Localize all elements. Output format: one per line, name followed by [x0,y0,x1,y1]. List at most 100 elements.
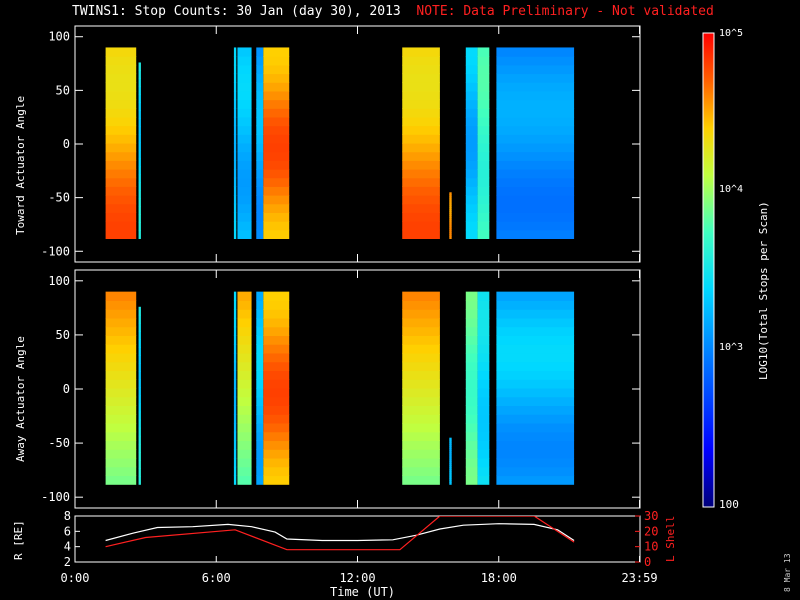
away-heat-cell [138,476,141,485]
away-heat-cell [138,379,141,389]
away-heat-cell [477,405,490,415]
away-heat-cell [477,414,490,424]
toward-heat-cell [237,64,252,75]
toward-ytick-label: 100 [48,30,70,44]
toward-heat-cell [477,195,490,205]
away-heat-cell [256,317,264,328]
toward-heat-cell [477,116,490,127]
toward-heat-cell [237,212,252,222]
toward-heat-cell [105,195,137,205]
away-heat-cell [105,449,137,459]
away-heat-cell [233,335,237,345]
away-heat-cell [233,379,237,389]
away-heat-cell [233,396,237,407]
x-tick-label: 6:00 [202,571,231,585]
toward-ytick-label: 50 [56,83,70,97]
away-heat-cell [233,326,237,337]
toward-heat-cell [138,110,141,120]
away-segment [237,291,252,485]
toward-heat-cell [449,223,452,227]
away-heat-cell [105,326,137,337]
toward-segment [465,47,478,239]
away-heat-cell [263,379,290,389]
away-heat-cell [465,335,478,345]
toward-segment [138,62,141,239]
toward-heat-cell [237,142,252,153]
toward-segment [496,47,575,239]
toward-heat-cell [233,82,237,92]
away-heat-cell [237,387,252,398]
away-heat-cell [449,448,452,451]
away-heat-cell [496,344,575,354]
toward-heat-cell [138,62,141,72]
toward-heat-cell [233,99,237,109]
toward-heat-cell [465,134,478,144]
toward-heat-cell [465,142,478,153]
away-heat-cell [496,309,575,319]
toward-heat-cell [402,134,440,144]
x-tick-label: 18:00 [481,571,517,585]
toward-heat-cell [233,116,237,127]
away-heat-cell [233,440,237,450]
away-heat-cell [402,379,440,389]
away-heat-cell [237,291,252,301]
colorbar-tick-1e4: 10^4 [719,184,744,195]
toward-heat-cell [465,73,478,83]
away-heat-cell [402,370,440,380]
toward-heat-cell [449,206,452,210]
away-heat-cell [105,344,137,354]
orbit-right-tick-label: 20 [644,524,658,538]
toward-heat-cell [402,47,440,57]
toward-heat-cell [263,221,290,231]
away-heat-cell [105,309,137,319]
toward-heat-cell [449,213,452,216]
away-heat-cell [263,466,290,477]
away-heat-cell [233,300,237,310]
away-heat-cell [138,411,141,421]
toward-heat-cell [496,151,575,161]
away-heat-cell [402,475,440,485]
away-heat-cell [465,387,478,398]
away-heat-cell [477,431,490,442]
toward-heat-cell [263,177,290,187]
toward-heat-cell [263,229,290,239]
away-heat-cell [477,370,490,380]
toward-heat-cell [263,168,290,179]
toward-heat-cell [105,212,137,222]
away-segment [105,291,137,485]
toward-heat-cell [449,225,452,229]
away-heat-cell [263,326,290,337]
away-heat-cell [105,370,137,380]
toward-heat-cell [449,209,452,212]
away-heat-cell [263,405,290,415]
colorbar-label: LOG10(Total Stops per Scan) [757,201,770,380]
away-heat-cell [402,352,440,363]
toward-heat-cell [496,47,575,57]
toward-heat-cell [496,195,575,205]
away-heat-cell [233,466,237,477]
toward-segment [477,47,490,239]
away-heat-cell [449,454,452,458]
toward-heat-cell [496,82,575,92]
toward-heat-cell [496,64,575,75]
toward-ytick-label: -50 [48,191,70,205]
toward-heat-cell [256,90,264,101]
away-heat-cell [237,466,252,477]
toward-heat-cell [477,212,490,222]
toward-heat-cell [138,222,141,232]
toward-heat-cell [263,151,290,161]
toward-heat-cell [496,212,575,222]
away-heat-cell [263,317,290,328]
away-heat-cell [496,466,575,477]
orbit-right-tick-label: 0 [644,555,651,569]
away-heat-cell [496,326,575,337]
toward-heat-cell [496,168,575,179]
toward-heat-cell [256,142,264,153]
toward-heat-cell [477,142,490,153]
toward-heat-cell [237,221,252,231]
toward-segment [233,47,237,239]
toward-heat-cell [237,73,252,83]
away-heat-cell [449,437,452,441]
away-ytick-label: -50 [48,436,70,450]
away-heat-cell [496,300,575,310]
